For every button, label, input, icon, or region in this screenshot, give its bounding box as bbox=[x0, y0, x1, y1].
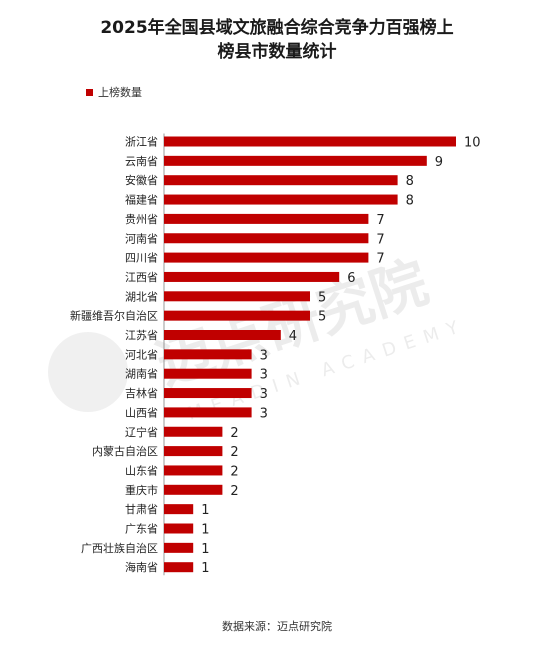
chart-title-line2: 榜县市数量统计 bbox=[217, 42, 337, 62]
value-label: 3 bbox=[260, 348, 268, 363]
value-label: 2 bbox=[230, 484, 238, 499]
category-label: 湖南省 bbox=[125, 368, 158, 381]
value-label: 5 bbox=[318, 290, 326, 305]
bar bbox=[164, 388, 252, 399]
value-label: 3 bbox=[260, 406, 268, 421]
bar bbox=[164, 523, 194, 534]
value-label: 2 bbox=[230, 445, 238, 460]
bar bbox=[164, 291, 310, 302]
category-label: 安徽省 bbox=[125, 173, 158, 187]
bar bbox=[164, 136, 456, 147]
legend-swatch bbox=[86, 88, 93, 96]
value-label: 10 bbox=[464, 136, 481, 151]
category-label: 河北省 bbox=[125, 348, 158, 361]
category-label: 重庆市 bbox=[125, 483, 158, 497]
category-label: 江苏省 bbox=[125, 329, 158, 342]
value-label: 4 bbox=[289, 329, 297, 344]
value-label: 7 bbox=[376, 232, 384, 247]
value-label: 9 bbox=[435, 155, 443, 170]
bar bbox=[164, 271, 340, 282]
bar bbox=[164, 310, 310, 321]
chart-title-line1: 2025年全国县域文旅融合综合竞争力百强榜上 bbox=[100, 18, 454, 38]
bar bbox=[164, 330, 281, 340]
bar bbox=[164, 484, 223, 495]
value-label: 8 bbox=[406, 194, 414, 209]
category-label: 福建省 bbox=[125, 193, 158, 207]
bar bbox=[164, 562, 194, 573]
chart-title: 2025年全国县域文旅融合综合竞争力百强榜上 榜县市数量统计 bbox=[0, 16, 554, 64]
category-label: 吉林省 bbox=[125, 386, 158, 400]
category-label: 内蒙古自治区 bbox=[92, 444, 158, 458]
category-label: 河南省 bbox=[125, 232, 158, 245]
category-label: 辽宁省 bbox=[125, 425, 158, 439]
category-label: 四川省 bbox=[125, 252, 158, 265]
category-label: 山东省 bbox=[125, 464, 158, 477]
value-label: 1 bbox=[201, 561, 209, 576]
bar bbox=[164, 175, 398, 186]
bar bbox=[164, 155, 427, 166]
category-label: 贵州省 bbox=[125, 213, 158, 226]
value-label: 1 bbox=[201, 523, 209, 538]
value-label: 6 bbox=[347, 271, 355, 286]
category-label: 云南省 bbox=[125, 155, 158, 168]
bar bbox=[164, 213, 369, 224]
bar bbox=[164, 194, 398, 205]
value-label: 1 bbox=[201, 542, 209, 557]
category-label: 海南省 bbox=[125, 560, 158, 574]
bar bbox=[164, 233, 369, 244]
bar bbox=[164, 252, 369, 263]
category-label: 广东省 bbox=[125, 523, 158, 536]
bar bbox=[164, 426, 223, 437]
category-label: 甘肃省 bbox=[125, 503, 158, 516]
bar bbox=[164, 349, 252, 360]
value-label: 7 bbox=[376, 213, 384, 228]
value-label: 3 bbox=[260, 387, 268, 402]
category-label: 新疆维吾尔自治区 bbox=[70, 309, 158, 323]
legend-label: 上榜数量 bbox=[98, 86, 142, 99]
bar bbox=[164, 446, 223, 457]
bar bbox=[164, 465, 223, 476]
category-label: 湖北省 bbox=[125, 290, 158, 303]
bar bbox=[164, 504, 194, 515]
category-label: 广西壮族自治区 bbox=[81, 541, 158, 555]
bar bbox=[164, 542, 194, 553]
value-label: 5 bbox=[318, 310, 326, 325]
source-note: 数据来源：迈点研究院 bbox=[222, 620, 332, 633]
legend: 上榜数量 bbox=[86, 84, 142, 100]
category-label: 山西省 bbox=[125, 406, 158, 419]
value-label: 2 bbox=[230, 426, 238, 441]
category-label: 浙江省 bbox=[125, 136, 158, 149]
watermark-logo-icon bbox=[48, 332, 128, 412]
value-label: 2 bbox=[230, 464, 238, 479]
value-label: 8 bbox=[406, 174, 414, 189]
value-label: 1 bbox=[201, 503, 209, 518]
bar bbox=[164, 407, 252, 418]
bar bbox=[164, 368, 252, 379]
value-label: 7 bbox=[376, 252, 384, 267]
category-label: 江西省 bbox=[125, 271, 158, 284]
value-label: 3 bbox=[260, 368, 268, 383]
